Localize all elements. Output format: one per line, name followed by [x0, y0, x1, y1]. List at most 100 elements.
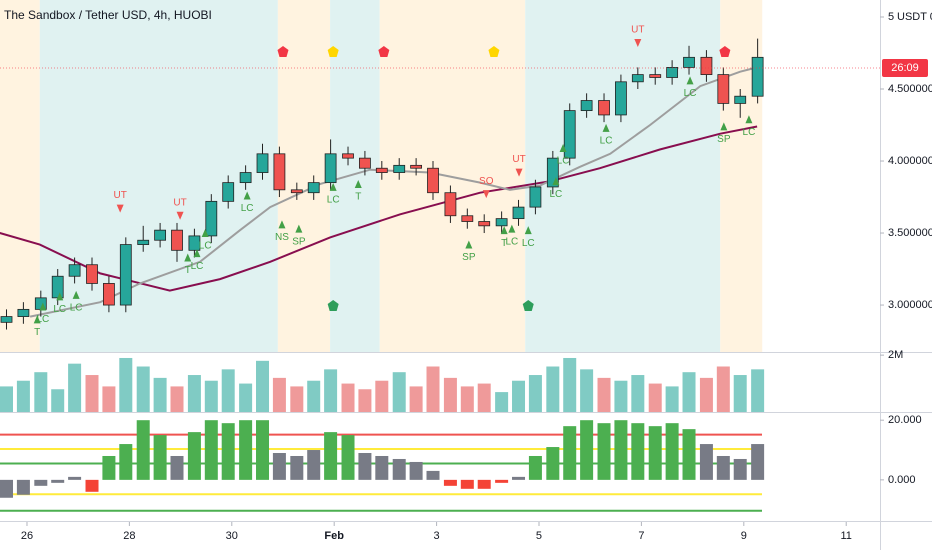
candle-body: [734, 95, 747, 104]
candle-body: [717, 74, 730, 104]
signal-label: LC: [191, 261, 204, 272]
signal-label: LC: [199, 241, 212, 252]
x-tick-label: 5: [536, 530, 542, 542]
signal-label: UT: [631, 25, 644, 36]
bar: [68, 476, 82, 480]
label-layer: The Sandbox / Tether USD, 4h, HUOBI 26 28…: [4, 8, 932, 542]
signal-label: LC: [522, 238, 535, 249]
signal-marker: [482, 190, 490, 199]
signal-label: LC: [505, 236, 518, 247]
shape-marker: [327, 45, 339, 57]
bar: [580, 369, 594, 412]
signal-label: LC: [36, 314, 49, 325]
x-tick-label: 11: [840, 530, 851, 542]
bar: [477, 383, 491, 412]
signal-marker: [329, 182, 337, 191]
bar: [256, 360, 270, 412]
bar: [170, 455, 184, 480]
x-tick-label: 30: [226, 530, 238, 542]
candle-body: [324, 153, 337, 184]
bar: [0, 479, 14, 498]
bar: [136, 366, 150, 412]
candle-body: [256, 153, 269, 173]
candle-body: [51, 275, 64, 299]
signal-label: LC: [684, 88, 697, 99]
bar: [665, 423, 679, 480]
signal-label: UT: [512, 154, 525, 165]
bar: [85, 375, 99, 412]
candle-body: [427, 167, 439, 194]
bar: [153, 435, 167, 480]
x-tick-label: 3: [434, 530, 440, 542]
bar: [307, 450, 321, 480]
candle-body: [563, 110, 576, 159]
x-tick-label: Feb: [324, 530, 344, 542]
signal-marker: [354, 180, 362, 189]
shape-marker: [719, 45, 731, 57]
y-tick-label: 3.000000: [888, 299, 932, 311]
bar: [204, 380, 218, 412]
candle-body: [359, 157, 371, 169]
candle-body: [683, 56, 695, 68]
bar: [563, 426, 577, 480]
bar: [665, 386, 679, 412]
bar: [682, 372, 696, 412]
bar: [341, 435, 355, 480]
signal-marker: [720, 122, 728, 131]
candle-body: [393, 164, 406, 173]
bar: [546, 447, 560, 480]
bar: [290, 455, 304, 480]
candle-body: [478, 221, 491, 227]
bar: [153, 377, 167, 412]
signal-label: LC: [549, 189, 562, 200]
candle-body: [375, 167, 388, 173]
bar: [272, 453, 286, 480]
signal-marker: [602, 123, 610, 132]
candle-body: [154, 229, 167, 241]
shape-marker: [522, 300, 534, 312]
bar: [716, 366, 730, 412]
candle-body: [461, 215, 474, 222]
x-tick-label: 26: [21, 530, 33, 542]
background-band: [39, 0, 278, 352]
candle-body: [444, 192, 457, 217]
y-tick-label: 5: [888, 11, 894, 23]
bar: [358, 453, 372, 480]
candle-body: [137, 239, 150, 245]
signal-label: LC: [557, 156, 570, 167]
signal-label: SP: [462, 252, 476, 263]
bar: [136, 420, 150, 480]
moving-average-line: [29, 66, 758, 318]
signal-marker: [634, 38, 642, 47]
candle-body: [273, 153, 286, 191]
x-tick-label: 28: [123, 530, 135, 542]
candle-body: [68, 264, 81, 277]
bar: [699, 377, 713, 412]
bar: [614, 380, 628, 412]
candle-body: [342, 153, 354, 159]
bar: [443, 479, 457, 486]
y-tick-label: 20.000: [888, 414, 922, 426]
signal-label: LC: [53, 304, 66, 315]
bar: [426, 366, 440, 412]
candle-body: [580, 100, 593, 112]
bar: [751, 369, 765, 412]
bar: [34, 479, 48, 486]
bar: [528, 455, 542, 480]
last-price-tag: [882, 58, 928, 77]
bar: [733, 458, 747, 480]
signal-marker: [33, 315, 41, 324]
candle-body: [205, 200, 218, 237]
candle-body: [631, 74, 644, 83]
signal-marker: [193, 249, 201, 258]
bar: [358, 389, 372, 412]
bar: [699, 444, 713, 480]
signal-marker: [515, 168, 523, 177]
chart-title: The Sandbox / Tether USD, 4h, HUOBI: [4, 8, 212, 22]
signal-marker: [559, 144, 567, 153]
signal-label: UT: [173, 197, 186, 208]
y-tick-label: 4.500000: [888, 83, 932, 95]
signal-marker: [508, 224, 516, 233]
bar: [239, 383, 253, 412]
signal-label: LC: [327, 195, 340, 206]
